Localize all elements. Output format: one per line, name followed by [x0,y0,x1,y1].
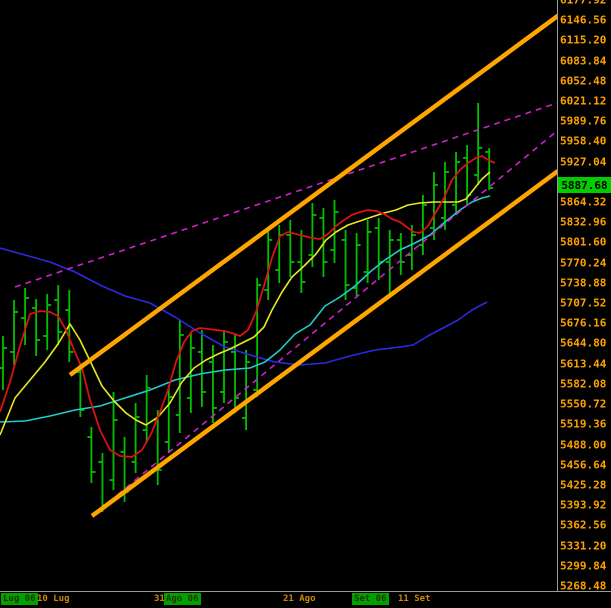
time-tick-label: 31 [154,594,165,604]
price-tick-label: 5425.28 [560,478,607,492]
ohlc-bar [231,334,240,414]
ohlc-bar [429,171,438,240]
price-tick-label: 6083.84 [560,54,607,68]
ohlc-bar [463,144,472,205]
month-start-badge: Set 06 [352,593,389,605]
price-tick-label: 6177.92 [560,0,607,7]
ma-line-cyan [0,195,491,423]
ohlc-bar [0,335,7,390]
ma-line-fast-red [0,155,496,458]
time-axis[interactable]: Lug 06 10 Lug 31 Ago 06 21 Ago Set 06 11 Set [0,592,611,608]
price-tick-label: 5707.52 [560,296,607,310]
ohlc-bar [363,219,372,284]
ohlc-bar [396,232,405,276]
ohlc-bar [385,229,394,295]
ohlc-bar [418,194,427,255]
price-axis[interactable]: 6177.92 6146.56 6115.20 6083.84 6052.48 6021.… [558,0,611,593]
ohlc-bar [474,102,483,185]
time-tick-label: 21 Ago [283,594,316,604]
ohlc-bar [452,151,461,215]
ohlc-bar [275,225,284,284]
ohlc-bar [164,384,173,454]
ohlc-bar [208,345,217,423]
ohlc-bar [374,217,383,280]
price-tick-label: 5268.48 [560,579,607,593]
ohlc-bar [10,299,19,365]
price-tick-label: 5770.24 [560,256,607,270]
price-tick-label: 5989.76 [560,114,607,128]
time-tick-label: 10 Lug [37,594,70,604]
ohlc-bar [264,227,273,300]
price-tick-label: 5362.56 [560,518,607,532]
price-tick-label: 5644.80 [560,336,607,350]
ohlc-bar [297,229,306,293]
trendline-dashed-upper [14,102,557,288]
price-axis-border [557,0,558,592]
ohlc-bar [253,277,262,398]
month-start-badge: Ago 06 [164,593,201,605]
price-tick-label: 6021.12 [560,94,607,108]
ohlc-bar [153,409,162,485]
ohlc-bar [21,287,30,346]
ohlc-bar [87,426,96,483]
ohlc-bar [341,229,350,300]
ohlc-bar [98,453,107,512]
price-tick-label: 5393.92 [560,498,607,512]
price-tick-label: 5582.08 [560,377,607,391]
price-tick-label: 6052.48 [560,74,607,88]
ohlc-bars [0,102,494,512]
price-tick-label: 5676.16 [560,316,607,330]
ohlc-bar [142,374,151,443]
price-tick-label: 5456.64 [560,458,607,472]
last-price-badge: 5887.68 [558,177,611,193]
price-tick-label: 5958.40 [560,134,607,148]
price-tick-label: 5801.60 [560,235,607,249]
ohlc-bar [175,320,184,433]
ohlc-bar [407,225,416,270]
ohlc-bar [197,329,206,408]
channel-line-lower [90,169,557,518]
price-tick-label: 6115.20 [560,33,607,47]
price-tick-label: 5832.96 [560,215,607,229]
time-axis-border [0,591,611,592]
ohlc-bar [54,285,63,346]
month-start-badge: Lug 06 [1,593,38,605]
price-tick-label: 5550.72 [560,397,607,411]
price-tick-label: 5488.00 [560,438,607,452]
price-chart-canvas[interactable] [0,0,557,591]
price-tick-label: 5519.36 [560,417,607,431]
ma-line-yellow [0,171,491,436]
price-tick-label: 5331.20 [560,539,607,553]
ohlc-bar [220,329,228,404]
ohlc-bar [32,298,41,356]
ohlc-bar [485,147,494,191]
ohlc-bar [330,199,339,263]
price-tick-label: 6146.56 [560,13,607,27]
price-tick-label: 5738.88 [560,276,607,290]
price-tick-label: 5299.84 [560,559,607,573]
ohlc-bar [109,391,118,491]
ohlc-bar [186,332,195,414]
ohlc-bar [308,202,317,267]
time-tick-label: 11 Set [398,594,431,604]
ma-line-slow-blue [0,247,488,366]
ohlc-bar [43,293,52,350]
ohlc-bar [242,349,251,431]
price-tick-label: 5864.32 [560,195,607,209]
channel-line-upper [68,13,557,377]
price-tick-label: 5613.44 [560,357,607,371]
ohlc-bar [286,219,295,278]
ohlc-bar [131,403,140,474]
trendline-dashed-lower [91,130,557,517]
price-tick-label: 5927.04 [560,155,607,169]
